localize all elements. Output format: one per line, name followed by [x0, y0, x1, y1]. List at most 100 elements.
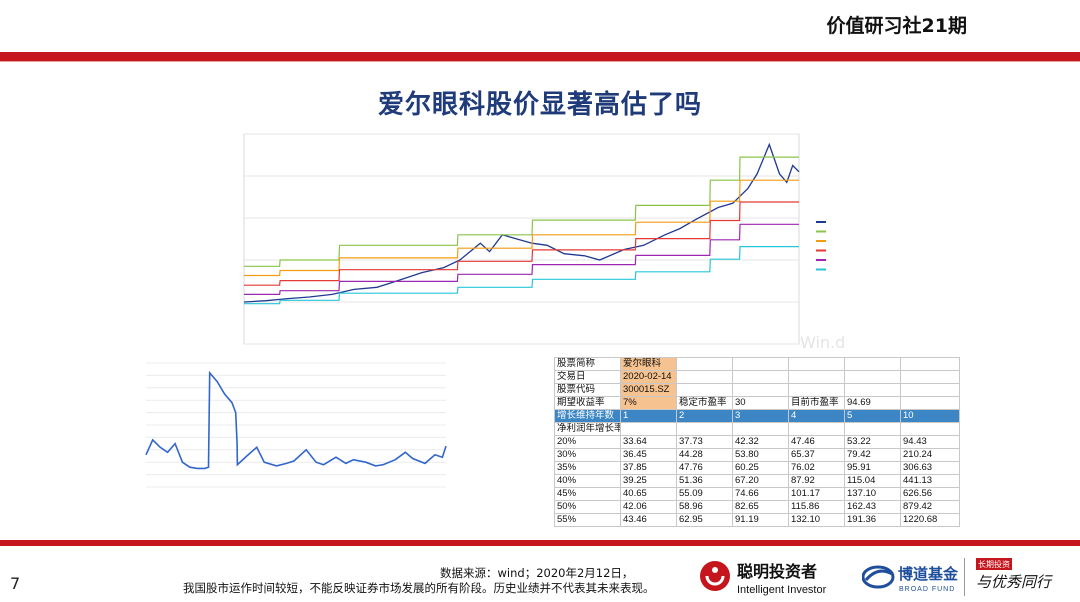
table-cell: [676, 383, 733, 397]
logo-cong-en: Intelligent Investor: [737, 584, 827, 596]
logo-dot-icon: [712, 567, 718, 573]
slogan-stamp: 长期投资 与优秀同行: [976, 558, 1053, 591]
table-cell: [844, 383, 901, 397]
table-cell: 2020-02-14: [620, 370, 677, 384]
slide-title: 爱尔眼科股价显著高估了吗: [377, 90, 702, 120]
table-cell: [900, 357, 960, 371]
table-cell: [844, 370, 901, 384]
table-cell: 210.24: [900, 448, 960, 462]
table-cell: 300015.SZ: [620, 383, 677, 397]
table-cell: [900, 396, 960, 410]
stamp-small-text: 长期投资: [978, 559, 1010, 569]
table-cell: 115.86: [788, 500, 845, 514]
disclaimer: 我国股市运作时间较短，不能反映证券市场发展的所有阶段。历史业绩并不代表其未来表现…: [183, 581, 655, 595]
table-cell: [732, 422, 789, 436]
table-row: 期望收益率 7% 稳定市盈率 30 目前市盈率 94.69: [554, 396, 960, 410]
table-cell: 94.43: [900, 435, 960, 449]
table-cell: 股票简称: [554, 357, 621, 371]
series-line: [244, 245, 799, 305]
table-cell: 91.19: [732, 513, 789, 527]
table-cell: 5: [844, 409, 901, 423]
table-cell: 36.45: [620, 448, 677, 462]
table-row: 55% 43.46 62.95 91.19 132.10 191.36 1220.68: [554, 513, 960, 527]
table-cell: 47.46: [788, 435, 845, 449]
wind-watermark: Win.d: [800, 333, 846, 352]
peg-chart: [145, 362, 447, 488]
logo-smile-icon: [705, 575, 725, 586]
table-cell: 132.10: [788, 513, 845, 527]
table-cell: 306.63: [900, 461, 960, 475]
table-cell: 42.06: [620, 500, 677, 514]
stamp-seal-icon: [976, 558, 1012, 570]
table-cell: 爱尔眼科: [620, 357, 677, 371]
table-cell: 股票代码: [554, 383, 621, 397]
intelligent-investor-logo: 聪明投资者 Intelligent Investor: [700, 561, 827, 596]
table-row: 增长维持年数 1 2 3 4 5 10: [554, 409, 960, 423]
table-cell: [676, 357, 733, 371]
table-cell: 稳定市盈率: [676, 396, 733, 410]
table-cell: 76.02: [788, 461, 845, 475]
table-cell: 期望收益率: [554, 396, 621, 410]
table-cell: 50%: [554, 500, 621, 514]
table-cell: 82.65: [732, 500, 789, 514]
table-row: 20% 33.64 37.73 42.32 47.46 53.22 94.43: [554, 435, 960, 449]
table-cell: [900, 383, 960, 397]
table-cell: 交易日: [554, 370, 621, 384]
series-line: [244, 223, 799, 295]
table-cell: [788, 383, 845, 397]
table-cell: 4: [788, 409, 845, 423]
logo-separator: [964, 558, 965, 596]
table-row: 30% 36.45 44.28 53.80 65.37 79.42 210.24: [554, 448, 960, 462]
valuation-table-wrap: 股票简称 爱尔眼科 交易日 2020-02-14 股票代码 300015.SZ 期望收益率 7…: [554, 357, 960, 527]
table-cell: 42.32: [732, 435, 789, 449]
table-cell: 62.95: [676, 513, 733, 527]
table-cell: [788, 357, 845, 371]
table-cell: 74.66: [732, 487, 789, 501]
table-cell: 47.76: [676, 461, 733, 475]
table-cell: 33.64: [620, 435, 677, 449]
table-cell: 60.25: [732, 461, 789, 475]
series-line: [244, 179, 799, 277]
table-cell: [844, 357, 901, 371]
table-cell: 879.42: [900, 500, 960, 514]
data-source: 数据来源：wind；2020年2月12日，: [440, 566, 634, 580]
table-cell: 101.17: [788, 487, 845, 501]
table-cell: 79.42: [844, 448, 901, 462]
table-cell: 40.65: [620, 487, 677, 501]
series-line: [244, 156, 799, 267]
table-cell: 40%: [554, 474, 621, 488]
logo-bodao-cn: 博道基金: [898, 565, 959, 583]
table-row: 40% 39.25 51.36 67.20 87.92 115.04 441.13: [554, 474, 960, 488]
table-row: 股票代码 300015.SZ: [554, 383, 960, 397]
table-row: 交易日 2020-02-14: [554, 370, 960, 384]
table-cell: [900, 370, 960, 384]
table-cell: 1: [620, 409, 677, 423]
header-title: 价值研习社21期: [826, 15, 967, 37]
table-cell: 20%: [554, 435, 621, 449]
table-cell: [788, 422, 845, 436]
broad-fund-logo: 博道基金 BROAD FUND: [862, 565, 959, 593]
table-cell: 94.69: [844, 396, 901, 410]
logo-bodao-en: BROAD FUND: [899, 586, 955, 593]
page-number: 7: [10, 574, 21, 593]
top-thin-line: [0, 61, 1080, 62]
series-line: [244, 201, 799, 286]
table-cell: 目前市盈率: [788, 396, 845, 410]
table-cell: 441.13: [900, 474, 960, 488]
table-row: 股票简称 爱尔眼科: [554, 357, 960, 371]
table-cell: [732, 383, 789, 397]
table-cell: 10: [900, 409, 960, 423]
table-cell: 净利润年增长率: [554, 422, 621, 436]
table-cell: 37.73: [676, 435, 733, 449]
table-cell: 58.96: [676, 500, 733, 514]
table-cell: 87.92: [788, 474, 845, 488]
table-cell: 1220.68: [900, 513, 960, 527]
table-cell: 53.80: [732, 448, 789, 462]
table-cell: 65.37: [788, 448, 845, 462]
table-cell: 95.91: [844, 461, 901, 475]
table-cell: 37.85: [620, 461, 677, 475]
table-cell: [732, 357, 789, 371]
table-cell: 626.56: [900, 487, 960, 501]
table-cell: [676, 422, 733, 436]
table-cell: 67.20: [732, 474, 789, 488]
